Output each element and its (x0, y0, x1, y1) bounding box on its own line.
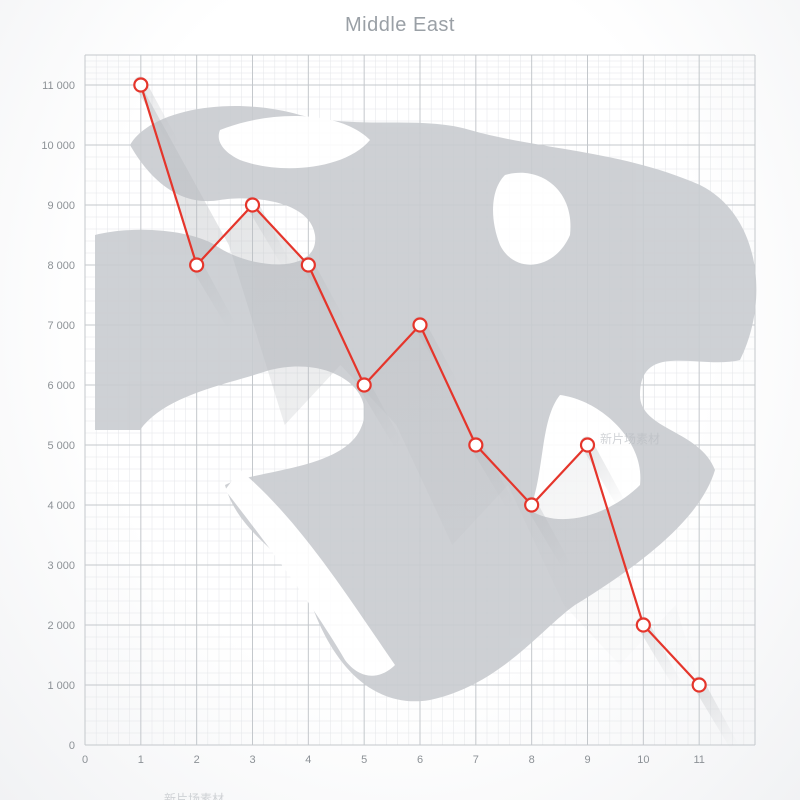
x-tick-label: 11 (693, 754, 704, 766)
x-tick-label: 0 (82, 754, 88, 766)
y-tick-label: 4 000 (47, 500, 75, 512)
x-tick-label: 3 (249, 754, 255, 766)
y-tick-label: 11 000 (42, 80, 75, 92)
y-tick-label: 7 000 (47, 320, 75, 332)
x-tick-label: 10 (637, 754, 649, 766)
data-point (525, 499, 538, 512)
data-point (414, 319, 427, 332)
y-tick-label: 2 000 (47, 620, 75, 632)
chart-stage: Middle East 01 0002 0003 0004 0005 0006 … (0, 0, 800, 800)
data-point (693, 679, 706, 692)
y-tick-label: 5 000 (47, 440, 75, 452)
x-tick-label: 1 (138, 754, 144, 766)
data-point (581, 439, 594, 452)
y-tick-label: 3 000 (47, 560, 75, 572)
x-tick-label: 9 (584, 754, 590, 766)
x-tick-label: 5 (361, 754, 367, 766)
data-point (190, 259, 203, 272)
data-point (637, 619, 650, 632)
y-tick-label: 10 000 (41, 140, 75, 152)
data-point (469, 439, 482, 452)
y-tick-label: 0 (69, 740, 75, 752)
y-tick-label: 1 000 (47, 680, 75, 692)
x-tick-label: 6 (417, 754, 423, 766)
x-tick-label: 2 (194, 754, 200, 766)
data-point (302, 259, 315, 272)
data-point (246, 199, 259, 212)
x-tick-label: 7 (473, 754, 479, 766)
x-tick-label: 4 (305, 754, 311, 766)
chart-svg: 0 1 000 2 000 3 000 4 000 5 000 6 000 7 000 8 00… (0, 0, 800, 800)
y-tick-label: 8 000 (47, 260, 75, 272)
x-tick-label: 8 (529, 754, 535, 766)
y-tick-label: 6 000 (47, 380, 75, 392)
data-point (134, 79, 147, 92)
y-tick-label: 9 000 (47, 200, 75, 212)
data-point (358, 379, 371, 392)
